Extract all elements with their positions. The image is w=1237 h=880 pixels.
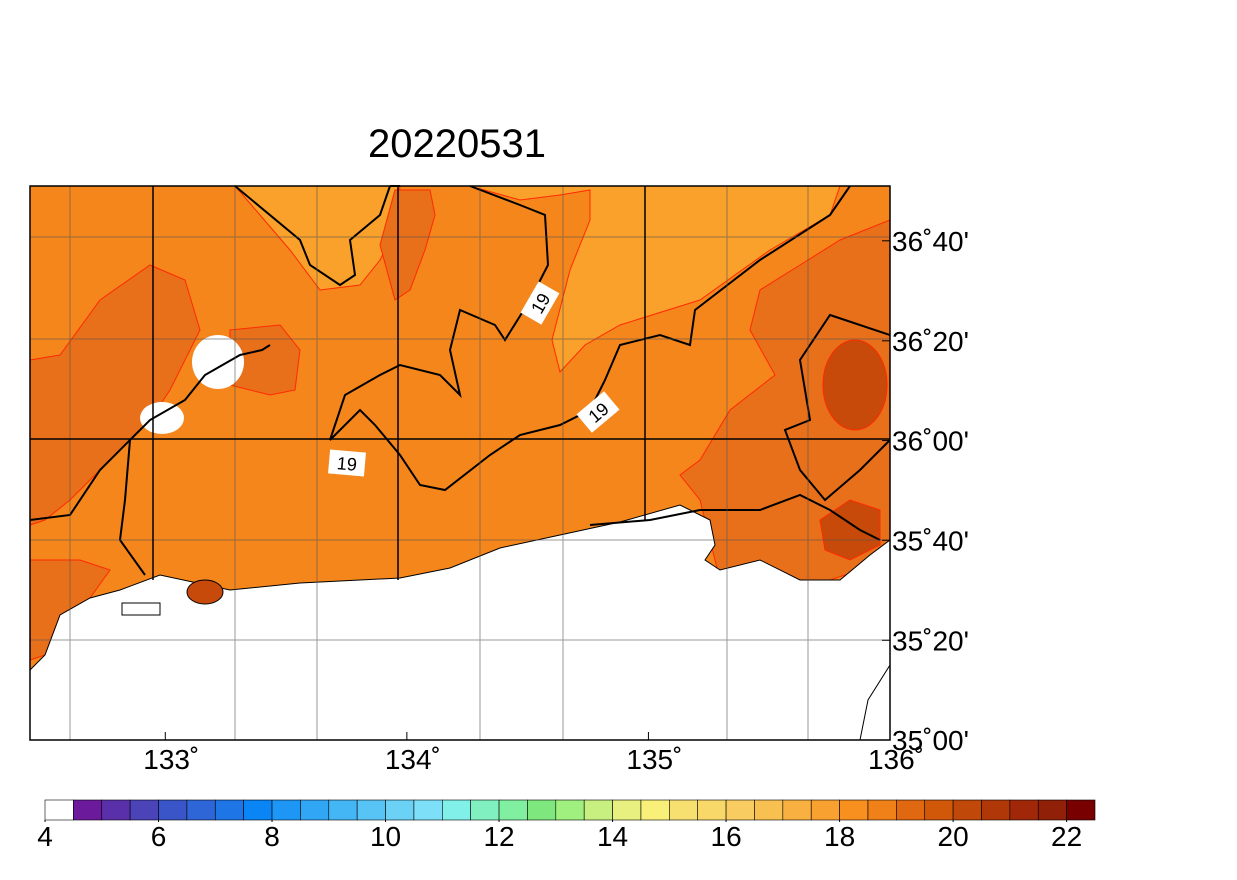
colorbar-box — [640, 799, 670, 821]
contour-label: 19 — [328, 449, 366, 477]
island — [186, 579, 224, 605]
colorbar-box — [527, 799, 557, 821]
label-box — [520, 281, 560, 325]
colorbar-box — [952, 799, 982, 821]
colorbar-box — [129, 799, 159, 821]
colorbar-box — [810, 799, 840, 821]
thin-grid — [30, 186, 890, 740]
y-tick-label: 36˚40' — [892, 226, 969, 257]
colorbar-box — [214, 799, 244, 821]
colorbar-label: 14 — [597, 821, 628, 852]
colorbar-box — [441, 799, 471, 821]
colorbar: 4 6 8 10 12 14 16 18 20 22 — [37, 799, 1096, 852]
colorbar-box — [158, 799, 188, 821]
field-darkest — [822, 339, 888, 431]
colorbar-box — [669, 799, 699, 821]
colorbar-box — [924, 799, 954, 821]
colorbar-box — [725, 799, 755, 821]
colorbar-box — [612, 799, 642, 821]
x-tick-label: 133˚ — [143, 744, 199, 775]
graticule — [30, 186, 890, 740]
colorbar-label: 8 — [264, 821, 280, 852]
thick-grid — [30, 186, 890, 580]
colorbar-label: 12 — [483, 821, 514, 852]
colorbar-box — [73, 799, 103, 821]
y-tick-label: 35˚20' — [892, 625, 969, 656]
colorbar-box — [413, 799, 443, 821]
colorbar-label: 10 — [370, 821, 401, 852]
colorbar-box — [101, 799, 131, 821]
colorbar-label: 6 — [151, 821, 167, 852]
colorbar-box — [555, 799, 585, 821]
colorbar-box — [867, 799, 897, 821]
map-frame — [29, 185, 891, 741]
y-tick-label: 35˚00' — [892, 725, 969, 756]
colorbar-label: 18 — [824, 821, 855, 852]
colorbar-box — [243, 799, 273, 821]
colorbar-label: 16 — [711, 821, 742, 852]
colorbar-box — [328, 799, 358, 821]
colorbar-box — [186, 799, 216, 821]
colorbar-box — [1009, 799, 1039, 821]
map-field — [29, 185, 891, 741]
label-box — [328, 449, 366, 477]
colorbar-box — [583, 799, 613, 821]
y-tick-label: 36˚00' — [892, 426, 969, 457]
colorbar-box — [498, 799, 528, 821]
colorbar-box — [385, 799, 415, 821]
colorbar-box — [271, 799, 301, 821]
colorbar-box — [754, 799, 784, 821]
colorbar-box — [839, 799, 869, 821]
x-tick-label: 136˚ — [868, 744, 924, 775]
colorbar-label: 22 — [1051, 821, 1082, 852]
colorbar-label: 4 — [37, 821, 53, 852]
colorbar-box — [697, 799, 727, 821]
colorbar-box — [1066, 799, 1096, 821]
axes: 133˚ 134˚ 135˚ 136˚35˚00' 35˚20' 35˚40' 36˚00'… — [143, 226, 969, 775]
field-light — [440, 185, 841, 374]
title: 20220531 — [368, 122, 546, 166]
contour-label-text: 19 — [336, 453, 358, 475]
contour-label: 19 — [520, 281, 560, 325]
island — [121, 602, 161, 616]
coast — [859, 664, 891, 741]
colorbar-box — [44, 799, 74, 821]
x-tick-label: 134˚ — [385, 744, 441, 775]
label-box — [576, 391, 620, 433]
contour-line — [118, 439, 146, 576]
contour-line — [29, 344, 271, 521]
y-tick-label: 35˚40' — [892, 525, 969, 556]
contour-line — [234, 185, 391, 287]
contour-line — [589, 493, 881, 541]
lake — [140, 402, 184, 434]
colorbar-box — [300, 799, 330, 821]
colorbar-box — [896, 799, 926, 821]
y-tick-label: 36˚20' — [892, 326, 969, 357]
colorbar-box — [1037, 799, 1067, 821]
field-darkest — [819, 499, 881, 561]
field-dark — [29, 264, 201, 526]
colorbar-box — [470, 799, 500, 821]
x-tick-label: 135˚ — [626, 744, 682, 775]
colorbar-box — [782, 799, 812, 821]
colorbar-box — [356, 799, 386, 821]
contour-line — [783, 313, 891, 502]
colorbar-label: 20 — [938, 821, 969, 852]
colorbar-box — [981, 799, 1011, 821]
